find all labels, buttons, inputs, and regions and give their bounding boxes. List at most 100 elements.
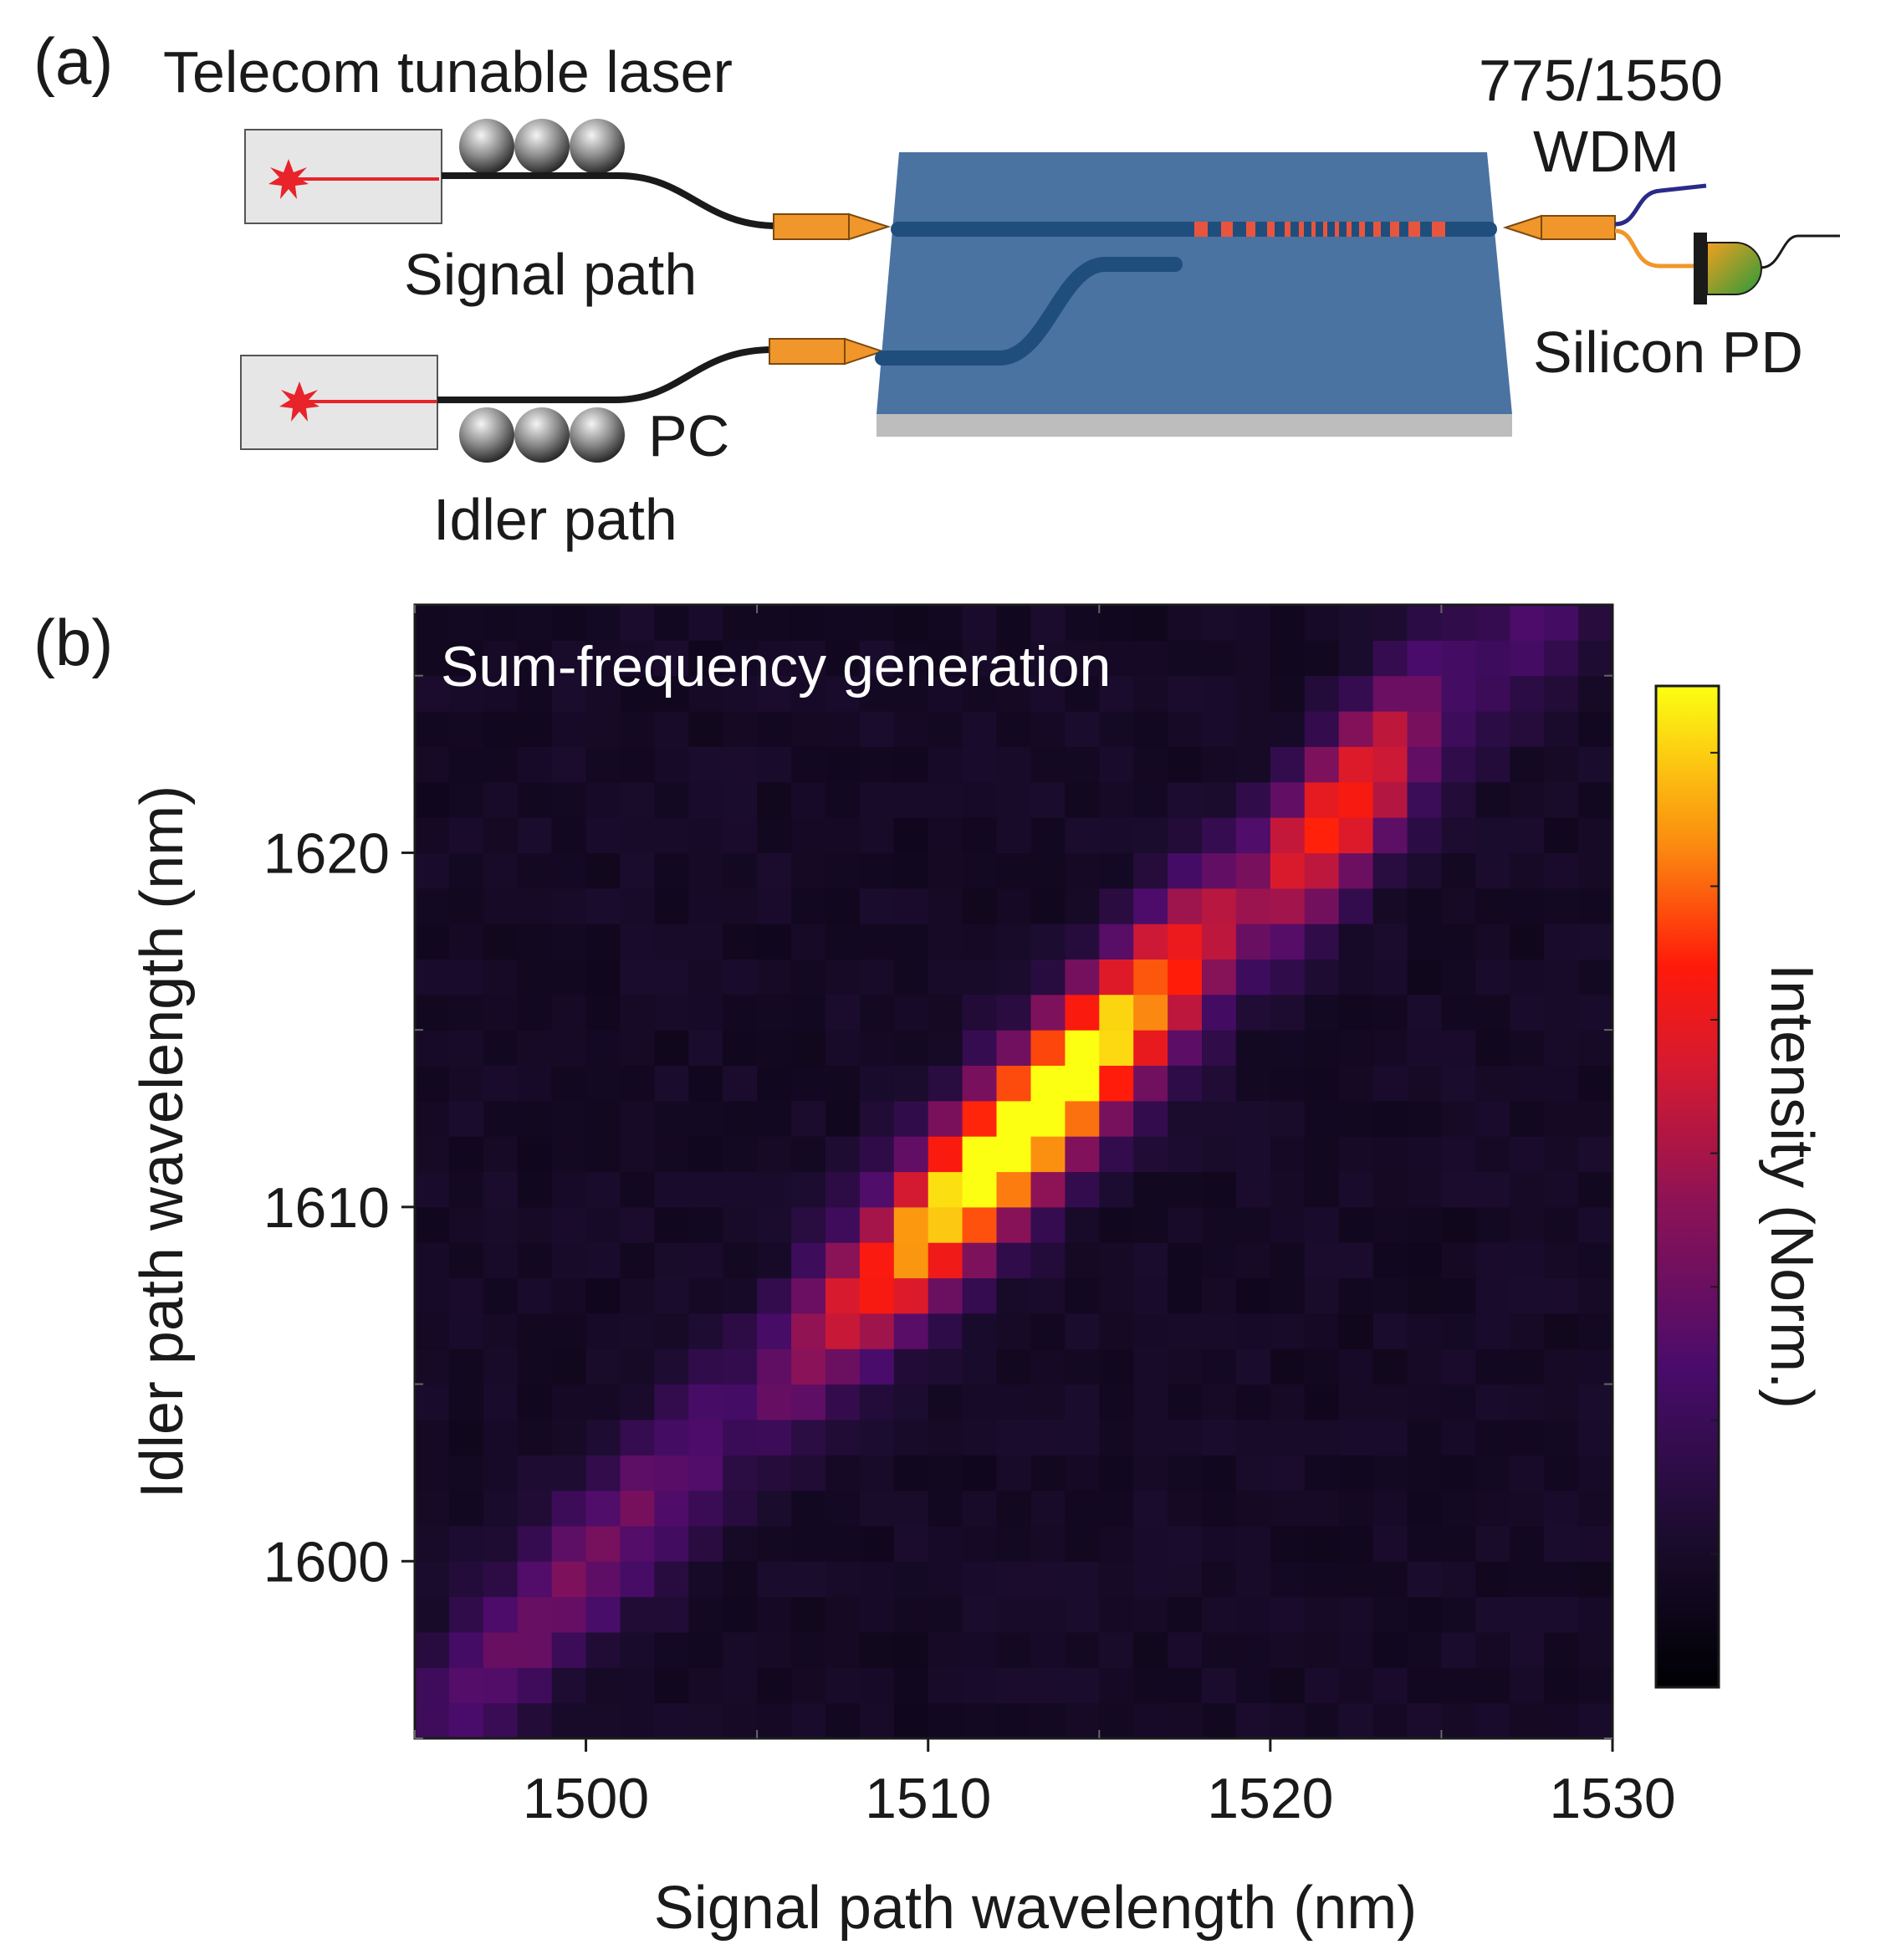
heatmap-cell bbox=[688, 1348, 723, 1385]
heatmap-cell bbox=[585, 1313, 621, 1349]
heatmap-cell bbox=[1065, 924, 1100, 960]
heatmap-cell bbox=[962, 1242, 998, 1279]
heatmap-cell bbox=[893, 1419, 929, 1456]
heatmap-cell bbox=[1338, 1490, 1374, 1527]
heatmap-cell bbox=[1544, 1100, 1579, 1137]
heatmap-cell bbox=[1168, 994, 1203, 1031]
heatmap-cell bbox=[1475, 1561, 1510, 1598]
heatmap-cell bbox=[1372, 605, 1408, 641]
heatmap-cell bbox=[1133, 1419, 1168, 1456]
heatmap-cell bbox=[791, 1667, 826, 1704]
heatmap-cell bbox=[620, 1419, 655, 1456]
heatmap-cell bbox=[517, 1242, 553, 1279]
x-tick-label: 1520 bbox=[1207, 1767, 1333, 1830]
heatmap-cell bbox=[1168, 1065, 1203, 1102]
heatmap-cell bbox=[893, 959, 929, 995]
heatmap-cell bbox=[859, 781, 895, 818]
heatmap-cell bbox=[1544, 852, 1579, 889]
heatmap-cell bbox=[1099, 1065, 1134, 1102]
heatmap-cell bbox=[1578, 1419, 1612, 1456]
heatmap-cell bbox=[996, 1030, 1031, 1066]
heatmap-cell bbox=[620, 888, 655, 924]
heatmap-cell bbox=[551, 994, 587, 1031]
heatmap-cell bbox=[928, 1525, 963, 1562]
heatmap-cell bbox=[1270, 1419, 1306, 1456]
heatmap-cell bbox=[1372, 781, 1408, 818]
heatmap-cell bbox=[1510, 1171, 1545, 1208]
heatmap-cell bbox=[483, 959, 519, 995]
heatmap-cell bbox=[1544, 1206, 1579, 1243]
heatmap-cell bbox=[723, 1136, 758, 1173]
heatmap-cell bbox=[1578, 994, 1612, 1031]
heatmap-cell bbox=[448, 1100, 484, 1137]
heatmap-cell bbox=[1099, 1702, 1134, 1738]
heatmap-cell bbox=[448, 1136, 484, 1173]
heatmap-cell bbox=[791, 1065, 826, 1102]
heatmap-cell bbox=[551, 1277, 587, 1314]
heatmap-cell bbox=[1304, 711, 1340, 747]
heatmap-cell bbox=[1202, 1384, 1237, 1420]
heatmap-cell bbox=[1304, 959, 1340, 995]
heatmap-cell bbox=[551, 1525, 587, 1562]
heatmap-cell bbox=[859, 640, 895, 677]
heatmap-cell bbox=[415, 1313, 450, 1349]
signal-polarization-controller bbox=[459, 119, 625, 174]
heatmap-cell bbox=[859, 817, 895, 853]
heatmap-cell bbox=[1202, 711, 1237, 747]
heatmap-cell bbox=[893, 1561, 929, 1598]
heatmap-cell bbox=[1202, 1242, 1237, 1279]
heatmap-cell bbox=[791, 1313, 826, 1349]
heatmap-cell bbox=[1235, 817, 1271, 853]
heatmap-cell bbox=[825, 675, 861, 712]
heatmap-cell bbox=[551, 1348, 587, 1385]
heatmap-cell bbox=[757, 924, 792, 960]
heatmap-cell bbox=[1168, 924, 1203, 960]
heatmap-cell bbox=[859, 888, 895, 924]
heatmap-cell bbox=[859, 1525, 895, 1562]
heatmap-cell bbox=[1338, 1277, 1374, 1314]
heatmap-cell bbox=[415, 888, 450, 924]
heatmap-cell bbox=[859, 1242, 895, 1279]
heatmap-cell bbox=[1065, 1065, 1100, 1102]
heatmap-cell bbox=[1407, 1242, 1442, 1279]
heatmap-cell bbox=[654, 1702, 689, 1738]
heatmap-cell bbox=[1407, 1667, 1442, 1704]
heatmap-cell bbox=[688, 959, 723, 995]
heatmap-cell bbox=[483, 1561, 519, 1598]
heatmap-cell bbox=[1304, 1455, 1340, 1492]
heatmap-cell bbox=[825, 711, 861, 747]
heatmap-cell bbox=[928, 1632, 963, 1668]
heatmap-cell bbox=[723, 1313, 758, 1349]
heatmap-cell bbox=[996, 781, 1031, 818]
heatmap-cell bbox=[551, 1313, 587, 1349]
heatmap-cell bbox=[1270, 1030, 1306, 1066]
heatmap-cell bbox=[1372, 1667, 1408, 1704]
heatmap-cell bbox=[1030, 924, 1066, 960]
heatmap-cell bbox=[654, 1030, 689, 1066]
heatmap-cell bbox=[620, 959, 655, 995]
heatmap-cell bbox=[551, 1100, 587, 1137]
heatmap-cell bbox=[723, 1702, 758, 1738]
heatmap-cell bbox=[996, 1702, 1031, 1738]
heatmap-cell bbox=[1030, 640, 1066, 677]
heatmap-cell bbox=[1407, 852, 1442, 889]
heatmap-cell bbox=[1544, 1596, 1579, 1633]
heatmap-cell bbox=[1510, 1348, 1545, 1385]
heatmap-cell bbox=[1270, 888, 1306, 924]
heatmap-cell bbox=[1441, 1100, 1476, 1137]
heatmap-cell bbox=[551, 605, 587, 641]
heatmap-cell bbox=[757, 1419, 792, 1456]
heatmap-cell bbox=[1270, 746, 1306, 783]
heatmap-cell bbox=[415, 1100, 450, 1137]
heatmap-cell bbox=[415, 1277, 450, 1314]
heatmap-cell bbox=[1441, 1596, 1476, 1633]
heatmap-cell bbox=[1065, 888, 1100, 924]
heatmap-cell bbox=[654, 1455, 689, 1492]
heatmap-cell bbox=[585, 605, 621, 641]
heatmap-cell bbox=[893, 1632, 929, 1668]
heatmap-cell bbox=[1407, 1384, 1442, 1420]
heatmap-cell bbox=[1304, 888, 1340, 924]
heatmap-cell bbox=[1578, 605, 1612, 641]
heatmap-cell bbox=[1133, 1313, 1168, 1349]
heatmap-cell bbox=[1270, 1702, 1306, 1738]
